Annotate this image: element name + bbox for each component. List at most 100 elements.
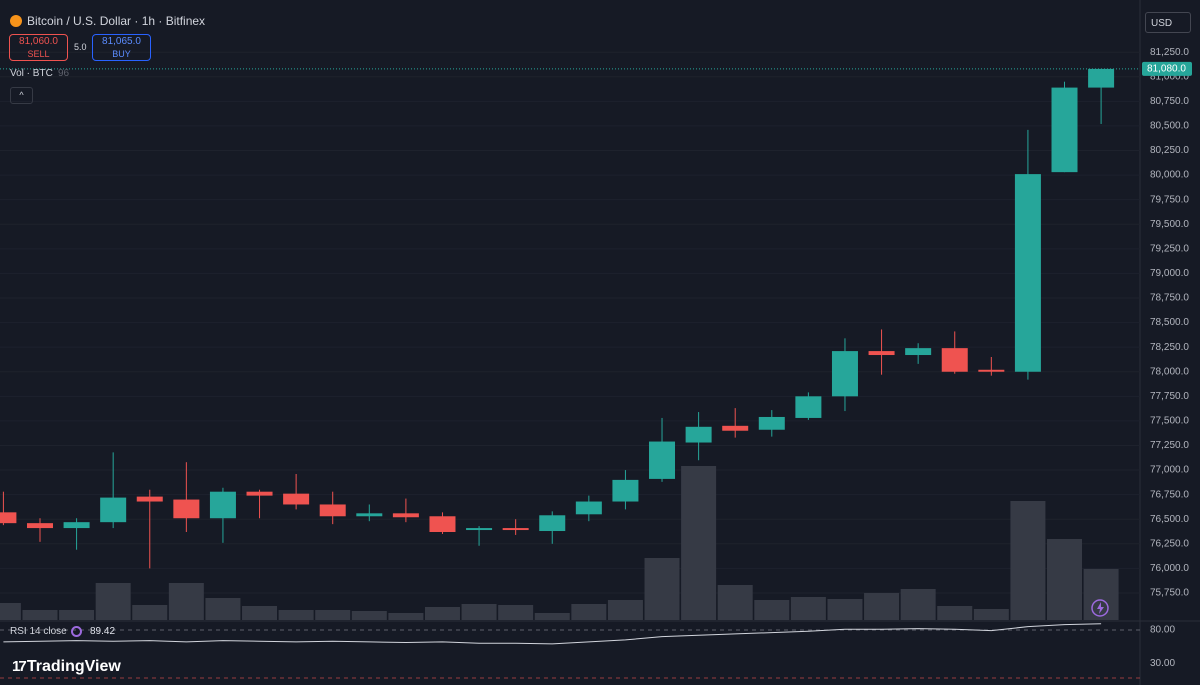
volume-bar [900,589,936,620]
candle-body [319,504,346,517]
candle-body [649,441,676,479]
sell-button[interactable]: 81,060.0 SELL [9,34,68,61]
y-tick-label: 76,000.0 [1150,563,1189,574]
volume-bar [351,611,387,620]
candle-body [173,499,200,519]
y-tick-label: 77,000.0 [1150,465,1189,476]
candle-body [429,516,456,533]
y-tick-label: 78,000.0 [1150,366,1189,377]
candle-body [466,528,493,531]
volume-bar [59,610,95,620]
y-tick-label: 81,250.0 [1150,47,1189,58]
candle-body [502,528,529,531]
y-tick-label: 80,500.0 [1150,121,1189,132]
candle-body [539,515,566,532]
rsi-line [3,623,1102,645]
y-tick-label: 79,500.0 [1150,219,1189,230]
candle-body [612,479,639,502]
candle-body [905,348,932,356]
candle-body [209,491,236,519]
symbol-title: Bitcoin / U.S. Dollar · 1h · Bitfinex [27,14,206,28]
volume-bar [790,597,826,620]
y-tick-label: 76,250.0 [1150,538,1189,549]
sell-price: 81,060.0 [19,36,58,47]
volume-bar [717,585,753,620]
currency-select[interactable]: USD [1145,12,1191,33]
alert-icon[interactable] [1091,599,1109,617]
candle-body [1014,174,1041,372]
rsi-value: 89.42 [90,626,116,637]
volume-bar [754,600,790,620]
y-tick-label: 76,750.0 [1150,489,1189,500]
y-tick-label: 80,250.0 [1150,145,1189,156]
volume-bar [1083,569,1119,620]
y-tick-label: 80,750.0 [1150,96,1189,107]
last-price-label: 81,080.0 [1147,64,1186,75]
candle-body [246,491,273,496]
y-tick-label: 78,500.0 [1150,317,1189,328]
brand-name: TradingView [26,658,121,675]
volume-bar [424,607,460,620]
volume-bar [388,613,424,620]
y-tick-label: 80,000.0 [1150,170,1189,181]
volume-bar [607,600,643,620]
candle-body [136,496,163,502]
candle-body [575,501,602,515]
candle-body [722,425,749,431]
candle-body [63,522,90,529]
rsi-tick-label: 80.00 [1150,625,1175,636]
rsi-tick-label: 30.00 [1150,658,1175,669]
candle-body [26,523,53,529]
volume-bar [681,466,717,620]
volume-bar [571,604,607,620]
brand-logo[interactable]: 17 TradingView [12,658,121,675]
candle-body [685,426,712,443]
volume-bar [864,593,900,620]
volume-label: Vol · BTC [10,68,53,79]
volume-bar [498,605,534,620]
volume-bar [315,610,351,620]
alert-icon-bolt [1097,602,1104,614]
y-tick-label: 79,000.0 [1150,268,1189,279]
candle-body [356,513,383,517]
candle-body [100,497,127,523]
candle-body [1051,87,1078,173]
last-price-tag [1142,61,1192,76]
y-tick-label: 79,250.0 [1150,243,1189,254]
volume-bar [168,583,204,620]
collapse-button[interactable]: ^ [10,87,33,104]
volume-bar [1010,501,1046,620]
volume-bar [534,613,570,620]
sell-label: SELL [27,49,50,59]
rsi-settings-icon[interactable] [71,626,82,637]
buy-button[interactable]: 81,065.0 BUY [92,34,151,61]
volume-bar [0,603,21,620]
volume-bar [22,610,58,620]
volume-bar [973,609,1009,620]
candle-body [978,369,1005,372]
y-tick-label: 75,750.0 [1150,588,1189,599]
y-tick-label: 78,750.0 [1150,293,1189,304]
candle-body [941,348,968,372]
buy-label: BUY [112,49,131,59]
y-tick-label: 77,500.0 [1150,416,1189,427]
volume-bar [1047,539,1083,620]
candle-body [831,351,858,397]
y-tick-label: 78,250.0 [1150,342,1189,353]
coin-icon [10,15,22,27]
volume-bar [132,605,168,620]
y-tick-label: 76,500.0 [1150,514,1189,525]
y-tick-label: 77,750.0 [1150,391,1189,402]
volume-bar [644,558,680,620]
volume-bar [95,583,131,620]
candle-body [1088,68,1115,88]
buy-price: 81,065.0 [102,36,141,47]
y-tick-label: 79,750.0 [1150,194,1189,205]
volume-value: 96 [58,68,70,79]
volume-bar [278,610,314,620]
spread: 5.0 [74,42,87,52]
candle-body [758,416,785,430]
volume-bar [827,599,863,620]
